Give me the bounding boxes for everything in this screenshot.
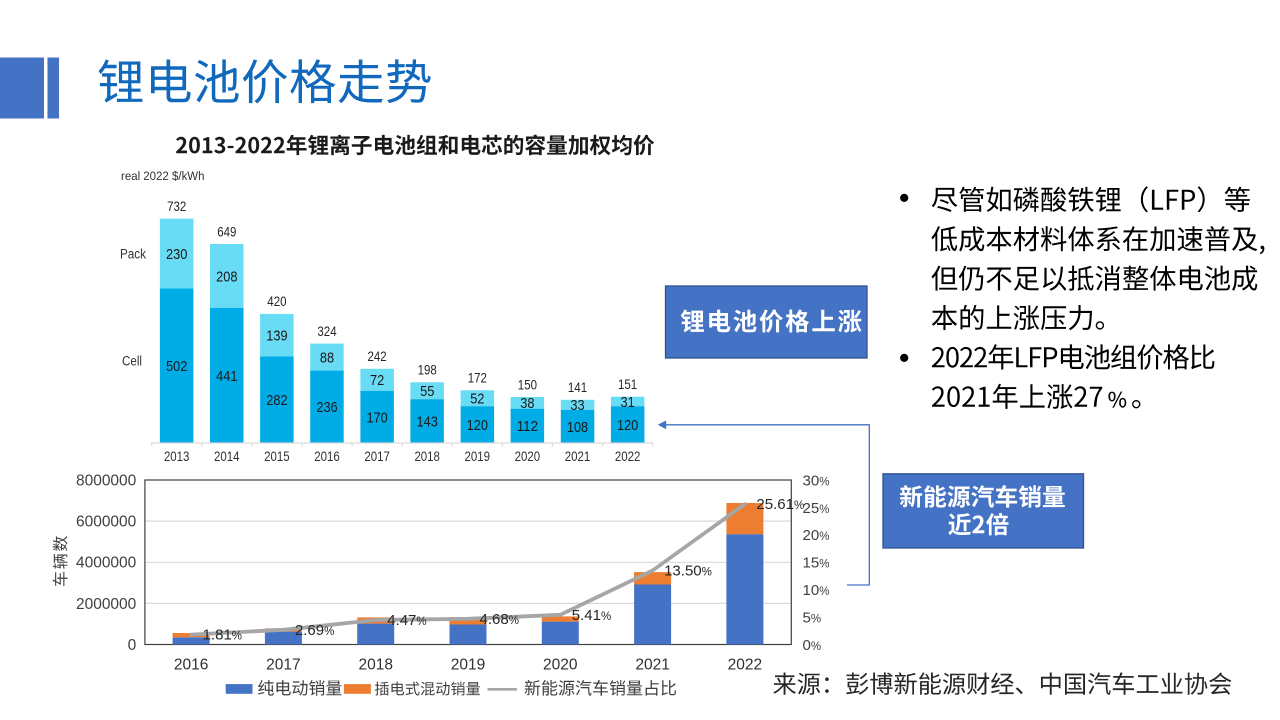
svg-text:2017: 2017 [266,656,300,673]
svg-text:6000000: 6000000 [76,514,137,531]
svg-text:2015: 2015 [264,449,290,464]
svg-text:5%: 5% [803,610,822,627]
svg-text:0: 0 [128,637,137,654]
svg-text:4.68%: 4.68% [480,611,519,628]
svg-text:112: 112 [517,418,538,435]
svg-text:242: 242 [368,349,387,364]
svg-text:230: 230 [166,246,187,263]
svg-text:2019: 2019 [451,656,485,673]
svg-text:20%: 20% [803,527,830,544]
svg-text:88: 88 [320,350,334,367]
svg-text:502: 502 [166,358,187,375]
svg-text:4.47%: 4.47% [387,612,426,629]
svg-text:15%: 15% [803,555,830,572]
svg-text:2016: 2016 [314,449,340,464]
svg-text:Pack: Pack [120,247,146,262]
svg-text:2020: 2020 [515,449,541,464]
svg-text:2017: 2017 [364,449,390,464]
svg-text:38: 38 [520,395,534,412]
svg-text:1.81%: 1.81% [203,627,242,644]
svg-text:8000000: 8000000 [76,472,137,489]
svg-text:5.41%: 5.41% [572,607,611,624]
svg-text:420: 420 [267,294,286,309]
svg-text:55: 55 [420,383,434,400]
svg-text:72: 72 [370,372,384,389]
svg-text:324: 324 [317,324,337,339]
svg-text:25%: 25% [803,500,830,517]
svg-text:150: 150 [518,377,537,392]
svg-text:732: 732 [167,199,186,214]
svg-text:2.69%: 2.69% [295,622,334,639]
svg-text:198: 198 [418,363,437,378]
svg-text:25.61%: 25.61% [756,496,804,513]
svg-text:2018: 2018 [414,449,440,464]
svg-text:31: 31 [621,394,635,411]
svg-text:172: 172 [468,371,487,386]
svg-text:10%: 10% [803,582,830,599]
svg-text:120: 120 [467,417,488,434]
svg-text:141: 141 [568,380,587,395]
svg-text:139: 139 [266,328,287,345]
svg-text:282: 282 [266,392,287,409]
svg-text:208: 208 [216,268,237,285]
svg-text:2018: 2018 [358,656,392,673]
svg-text:2000000: 2000000 [76,596,137,613]
svg-text:236: 236 [316,399,337,416]
svg-text:real 2022 $/kWh: real 2022 $/kWh [121,169,205,183]
svg-text:2020: 2020 [543,656,578,673]
svg-text:2021: 2021 [635,656,669,673]
svg-text:30%: 30% [803,472,830,489]
svg-text:170: 170 [366,409,387,426]
svg-text:Cell: Cell [122,353,142,368]
svg-text:441: 441 [216,368,237,385]
svg-text:2019: 2019 [465,449,491,464]
svg-text:120: 120 [617,417,638,434]
svg-text:108: 108 [567,419,588,436]
svg-text:52: 52 [470,391,484,408]
svg-text:2013: 2013 [164,449,190,464]
svg-text:2014: 2014 [214,449,240,464]
svg-text:2021: 2021 [565,449,591,464]
svg-text:2022: 2022 [615,449,641,464]
svg-text:33: 33 [570,397,584,414]
svg-text:13.50%: 13.50% [664,563,712,580]
svg-text:4000000: 4000000 [76,555,137,572]
svg-text:151: 151 [618,377,637,392]
svg-text:2016: 2016 [174,656,208,673]
svg-text:649: 649 [217,224,236,239]
svg-text:0%: 0% [803,637,822,654]
svg-text:2022: 2022 [728,656,762,673]
svg-text:143: 143 [417,414,438,431]
